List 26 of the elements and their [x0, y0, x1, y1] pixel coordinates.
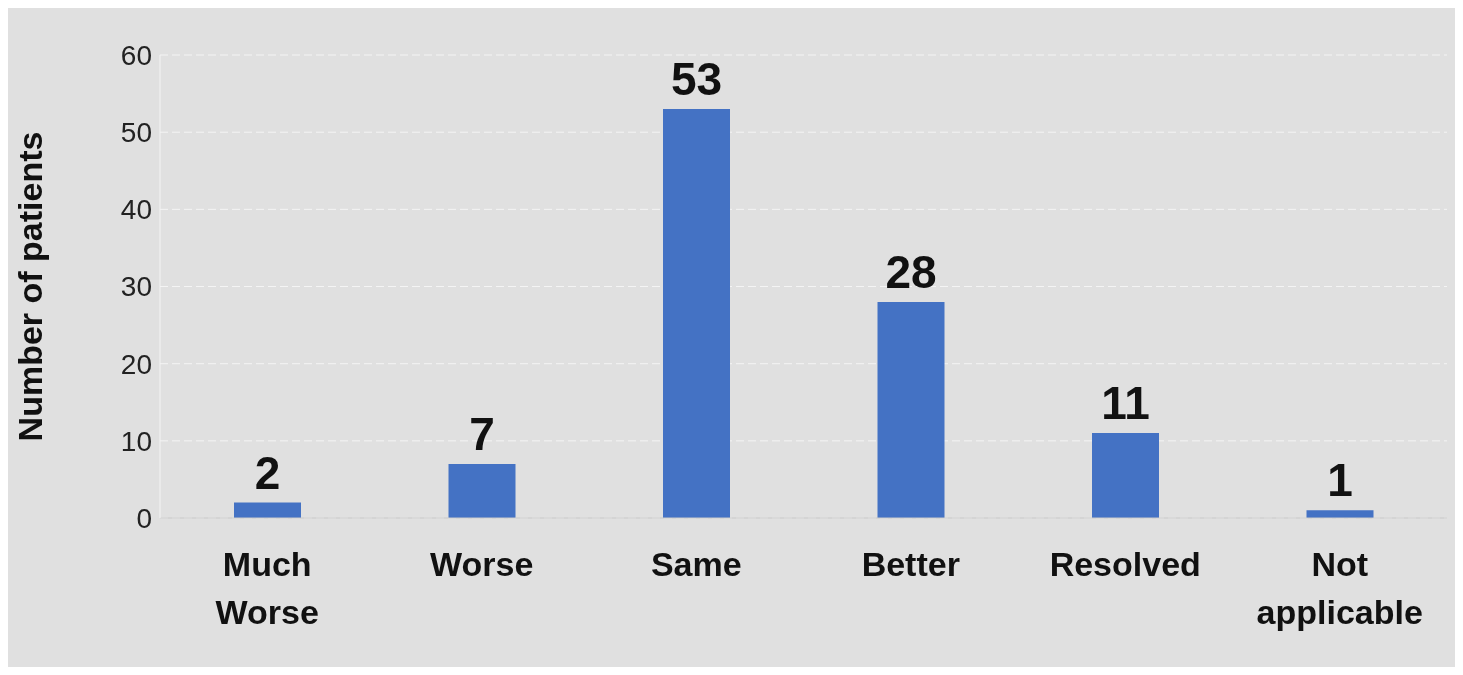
data-label: 7	[469, 407, 495, 460]
y-tick-label: 20	[120, 348, 152, 380]
y-tick-label: 30	[120, 271, 152, 303]
x-tick-label: Better	[861, 545, 960, 583]
y-axis-title: Number of patients	[11, 131, 50, 442]
data-label: 28	[885, 245, 937, 298]
bar	[234, 502, 301, 518]
data-label: 11	[1101, 377, 1150, 430]
y-tick-label: 40	[120, 194, 152, 226]
y-tick-label: 0	[136, 502, 152, 534]
bar	[663, 109, 730, 518]
bar	[1092, 433, 1159, 518]
data-label: 1	[1327, 454, 1353, 507]
x-tick-label: Worse	[430, 545, 534, 583]
bar	[877, 301, 945, 518]
x-tick-label: Resolved	[1049, 545, 1201, 583]
x-tick-label: Not applicable	[1256, 545, 1423, 631]
x-tick-label: Much Worse	[215, 545, 319, 631]
bar	[448, 463, 516, 518]
y-tick-label: 60	[120, 39, 152, 71]
x-tick-label: Same	[650, 545, 742, 583]
data-label: 53	[670, 53, 723, 106]
bar	[1306, 510, 1374, 518]
y-tick-label: 10	[120, 425, 152, 457]
y-tick-label: 50	[120, 117, 152, 149]
data-label: 2	[254, 446, 281, 499]
